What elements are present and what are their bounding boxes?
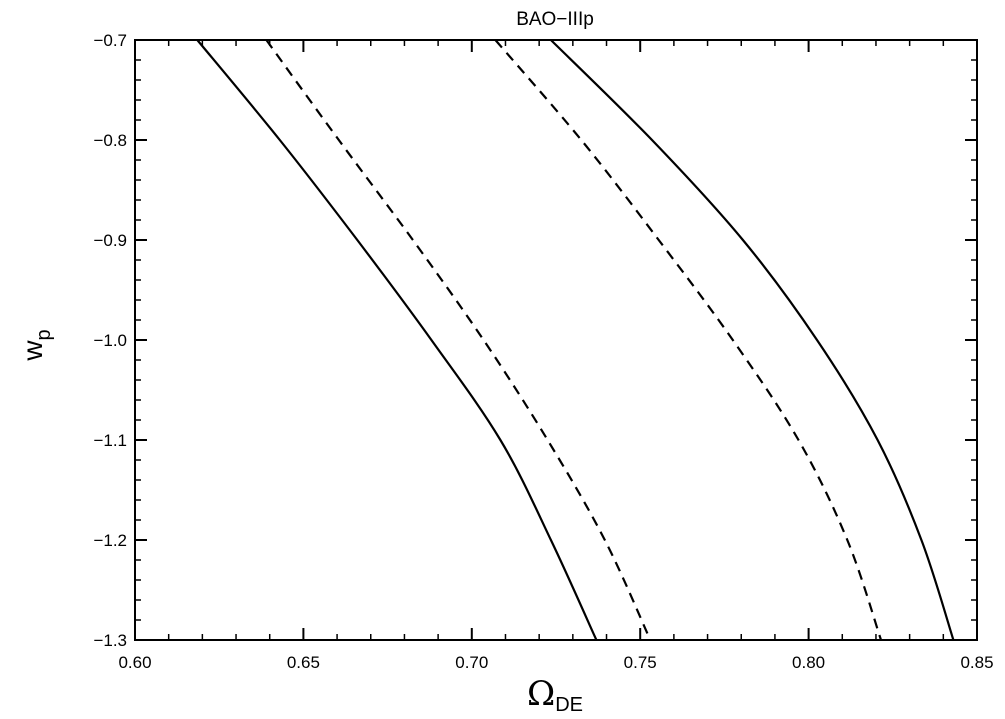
y-tick-label: −0.8 [93,131,127,150]
contour-lines [196,39,955,641]
x-tick-label: 0.75 [624,653,657,672]
x-tick-label: 0.85 [960,653,993,672]
y-axis-label-subscript: p [33,329,55,340]
y-tick-label: −1.3 [93,631,127,650]
x-axis-label: ΩDE [527,674,583,716]
y-axis-label-main: w [17,340,48,362]
x-tick-label: 0.70 [455,653,488,672]
y-tick-label: −1.1 [93,431,127,450]
y-tick-label: −1.0 [93,331,127,350]
x-tick-label: 0.80 [792,653,825,672]
dashed-contour-line [494,39,883,641]
axis-ticks [134,39,978,641]
x-tick-label: 0.60 [118,653,151,672]
x-axis-label-main: Ω [527,674,555,714]
y-tick-label: −0.9 [93,231,127,250]
tick-labels: 0.60 0.65 0.70 0.75 0.80 0.85 −0.7 −0.8 −0.9 −1.0… [93,31,993,672]
chart-title: BAO−IIIp [516,9,594,30]
y-tick-label: −1.2 [93,531,127,550]
x-tick-label: 0.65 [287,653,320,672]
x-axis-label-subscript: DE [555,694,583,716]
dashed-contour-line [265,39,652,641]
y-tick-label: −0.7 [93,31,127,50]
solid-contour-line [550,39,955,641]
solid-contour-line [196,39,598,641]
y-axis-label: wp [17,329,55,361]
